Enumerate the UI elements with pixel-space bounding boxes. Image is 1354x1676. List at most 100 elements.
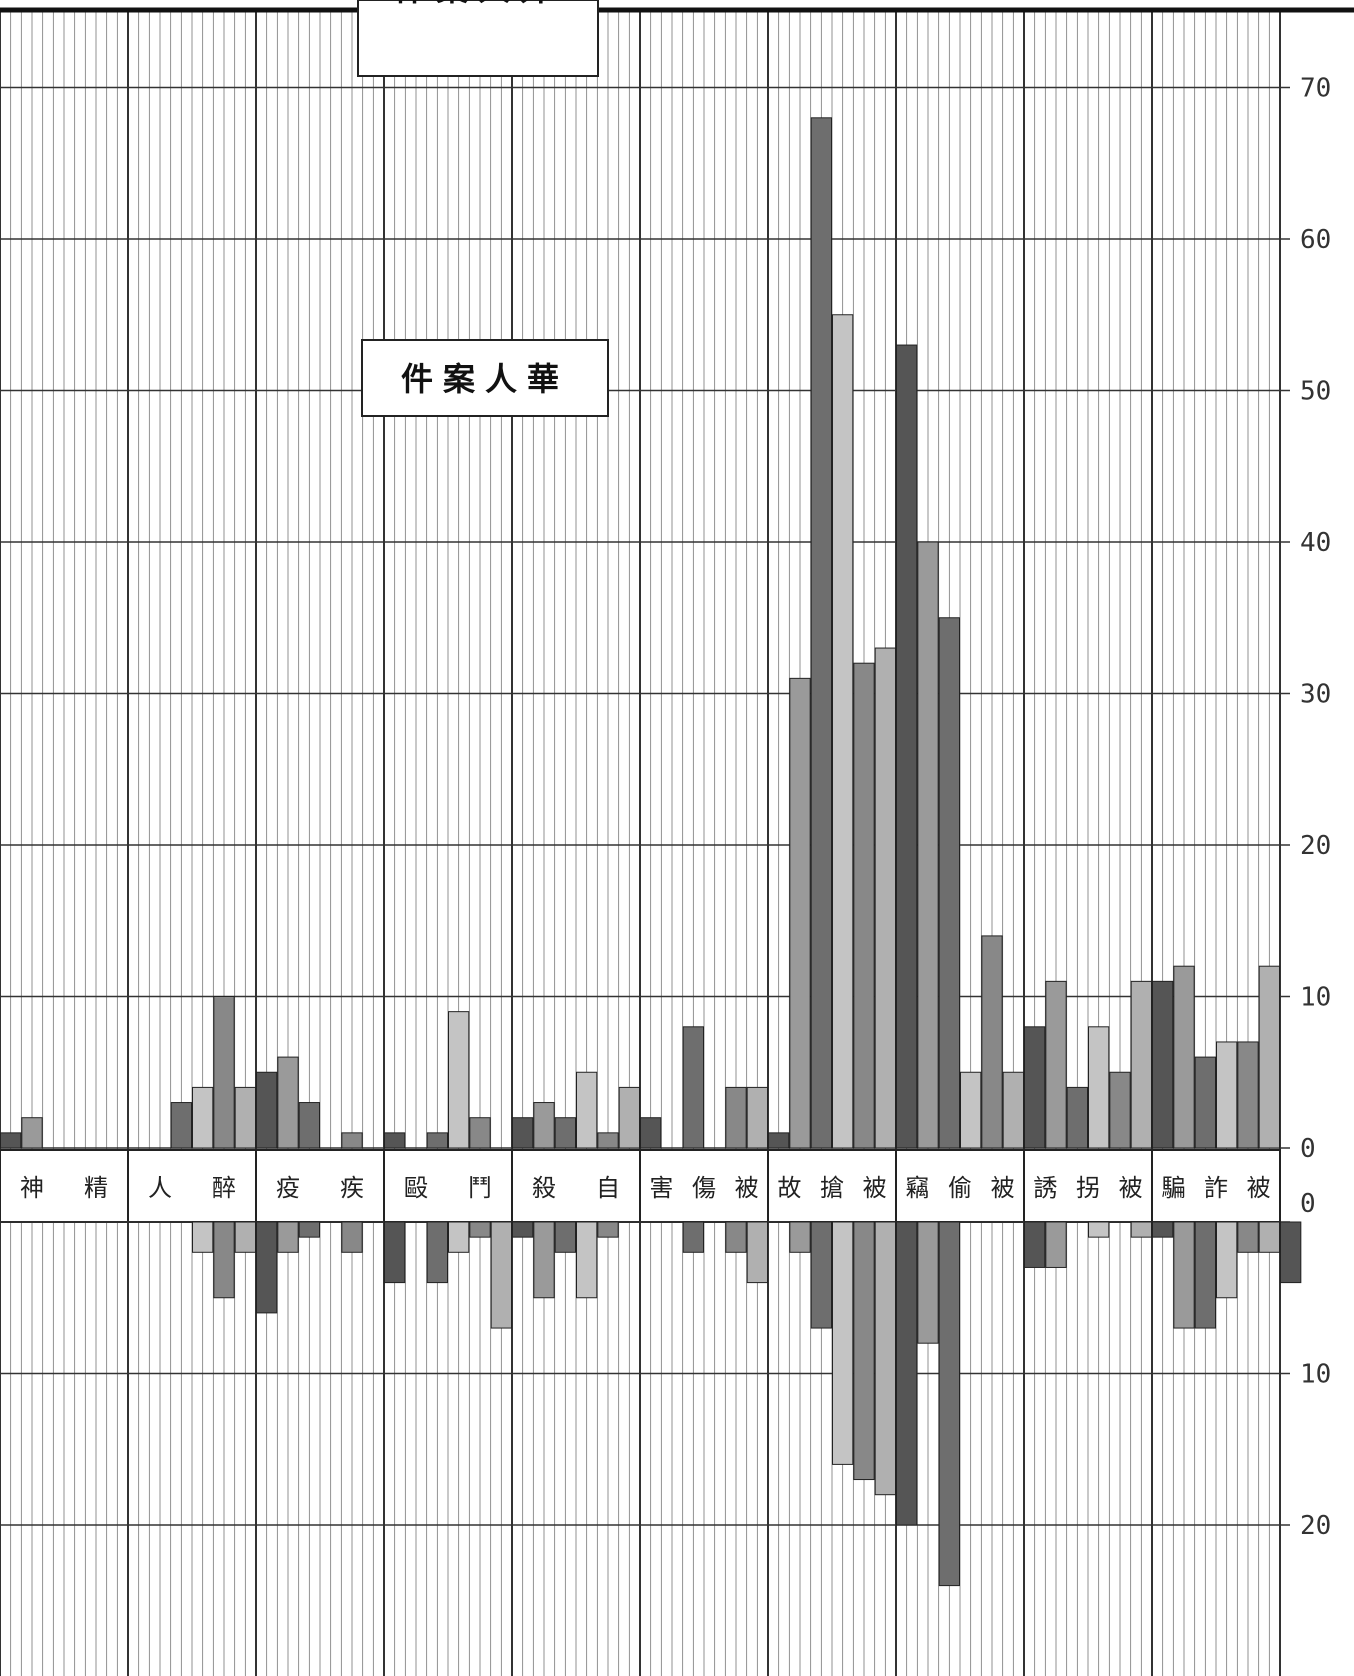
bar-top — [874, 647, 897, 1149]
bar-bottom — [341, 1221, 363, 1253]
bar-bottom — [853, 1221, 875, 1481]
bar-bottom — [1045, 1221, 1067, 1268]
bar-top — [213, 996, 235, 1149]
bar-top — [1109, 1071, 1131, 1149]
bar-top — [810, 117, 833, 1149]
bar-top — [1045, 980, 1067, 1149]
bar-bottom — [512, 1221, 534, 1238]
y-tick-label-top: 30 — [1300, 680, 1331, 710]
bar-bottom — [917, 1221, 939, 1344]
category-label: 精 — [84, 1174, 108, 1202]
category-label: 自 — [596, 1174, 620, 1202]
bar-top — [597, 1132, 619, 1149]
y-tick-label-bottom: 10 — [1300, 1360, 1331, 1390]
bar-top — [1088, 1026, 1110, 1149]
y-tick-label-bottom: 20 — [1300, 1511, 1331, 1541]
bar-bottom — [1130, 1221, 1152, 1238]
bottom-panel-title: 件案人外 — [394, 0, 562, 8]
bar-top — [682, 1026, 705, 1149]
bar-top — [960, 1071, 982, 1149]
category-label: 拐 — [1076, 1174, 1100, 1202]
bar-top — [832, 314, 854, 1149]
bar-bottom — [597, 1221, 619, 1238]
bar-bottom — [725, 1221, 747, 1253]
category-label: 竊 — [905, 1174, 929, 1202]
bar-top — [0, 1132, 22, 1149]
top-title-box — [361, 339, 609, 417]
bar-bottom — [192, 1221, 214, 1253]
bar-top — [170, 1102, 193, 1149]
bar-top — [1152, 980, 1174, 1149]
bar-bottom — [576, 1221, 598, 1299]
bar-top — [938, 617, 961, 1149]
y-tick-label-top: 10 — [1300, 983, 1331, 1013]
bar-bottom — [896, 1221, 918, 1526]
bar-top — [725, 1086, 747, 1149]
bar-top — [853, 662, 875, 1149]
bar-bottom — [682, 1221, 705, 1253]
bar-bottom — [746, 1221, 769, 1284]
bar-top — [298, 1102, 320, 1149]
bar-top — [789, 677, 811, 1149]
bar-top — [1024, 1026, 1046, 1149]
bar-bottom — [234, 1221, 257, 1253]
category-label: 醉 — [212, 1174, 236, 1202]
bar-top — [768, 1132, 790, 1149]
category-label: 搶 — [820, 1174, 844, 1202]
bar-top — [746, 1086, 769, 1149]
bar-bottom — [1152, 1221, 1174, 1238]
category-label: 害 — [649, 1174, 673, 1202]
bar-bottom — [469, 1221, 491, 1238]
bar-bottom — [1258, 1221, 1280, 1253]
category-label: 毆 — [404, 1174, 428, 1202]
bar-top — [341, 1132, 363, 1149]
bar-bottom — [832, 1221, 854, 1465]
bar-top — [533, 1102, 555, 1149]
category-label: 偷 — [948, 1174, 972, 1202]
bar-bottom — [1280, 1221, 1302, 1284]
category-label: 被 — [735, 1174, 759, 1202]
category-label: 被 — [1119, 1174, 1143, 1202]
y-tick-label-bottom: 0 — [1300, 1189, 1316, 1219]
bar-bottom — [874, 1221, 897, 1496]
bar-top — [1002, 1071, 1025, 1149]
category-label: 鬥 — [468, 1174, 492, 1202]
bar-bottom — [810, 1221, 833, 1329]
category-label: 疫 — [276, 1174, 300, 1202]
bar-top — [21, 1117, 43, 1149]
bar-bottom — [384, 1221, 406, 1284]
category-label: 被 — [1247, 1174, 1271, 1202]
category-label: 殺 — [532, 1174, 556, 1202]
bar-top — [917, 541, 939, 1149]
category-label: 詐 — [1204, 1174, 1228, 1202]
bar-bottom — [1216, 1221, 1238, 1299]
bar-top — [1066, 1086, 1088, 1149]
y-tick-label-top: 60 — [1300, 225, 1331, 255]
bar-bottom — [533, 1221, 555, 1299]
bar-top — [1130, 980, 1152, 1149]
bar-bottom — [298, 1221, 320, 1238]
bar-top — [618, 1086, 641, 1149]
bar-bottom — [277, 1221, 299, 1253]
bar-top — [1258, 965, 1280, 1149]
bar-top — [448, 1011, 470, 1149]
y-tick-label-top: 70 — [1300, 74, 1331, 104]
bar-top — [1216, 1041, 1238, 1149]
bar-top — [512, 1117, 534, 1149]
top-panel-title: 件案人華 — [401, 360, 569, 398]
category-label: 神 — [20, 1174, 44, 1202]
bar-top — [277, 1056, 299, 1149]
category-label: 故 — [777, 1174, 801, 1202]
category-label: 騙 — [1161, 1174, 1185, 1202]
bar-top — [1237, 1041, 1259, 1149]
y-tick-label-top: 50 — [1300, 377, 1331, 407]
y-tick-label-top: 40 — [1300, 528, 1331, 558]
bar-bottom — [1237, 1221, 1259, 1253]
bar-bottom — [1088, 1221, 1110, 1238]
bar-top — [426, 1132, 448, 1149]
bar-top — [981, 935, 1003, 1149]
bar-top — [554, 1117, 577, 1149]
category-label: 疾 — [340, 1174, 364, 1202]
